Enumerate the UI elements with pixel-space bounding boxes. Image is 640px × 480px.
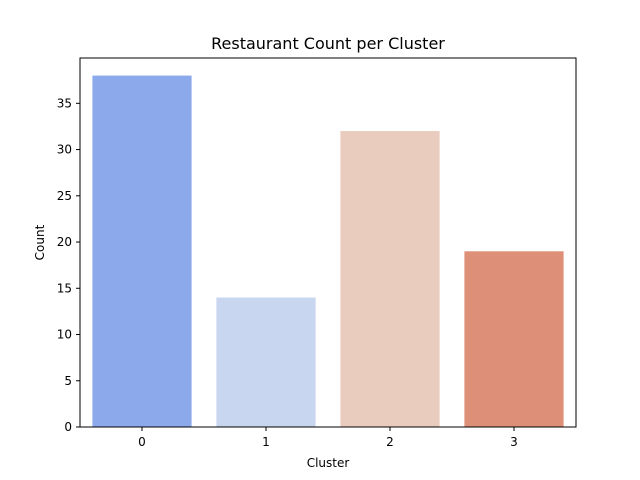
y-tick-label: 10 [57, 328, 72, 342]
x-tick-label: 2 [386, 435, 394, 449]
x-axis-label: Cluster [307, 456, 350, 470]
y-tick-label: 25 [57, 189, 72, 203]
plot-frame [79, 57, 577, 428]
y-tick-label: 20 [57, 235, 72, 249]
x-tick-label: 0 [138, 435, 146, 449]
y-tick-label: 5 [64, 374, 72, 388]
y-axis-label: Count [33, 224, 47, 260]
y-tick-label: 30 [57, 143, 72, 157]
y-tick-label: 15 [57, 281, 72, 295]
x-tick-label: 3 [510, 435, 518, 449]
bar-cluster-1 [216, 297, 316, 427]
x-tick-label: 1 [262, 435, 270, 449]
chart-title: Restaurant Count per Cluster [211, 34, 445, 53]
bar-cluster-0 [92, 75, 192, 428]
x-axis-ticks: 0 1 2 3 [138, 427, 518, 449]
bar-cluster-3 [464, 251, 564, 427]
y-tick-label: 0 [64, 420, 72, 434]
y-tick-label: 35 [57, 96, 72, 110]
bar-cluster-2 [340, 131, 440, 427]
bars-group [92, 75, 564, 428]
y-axis-ticks: 0 5 10 15 20 25 30 35 [57, 96, 80, 434]
